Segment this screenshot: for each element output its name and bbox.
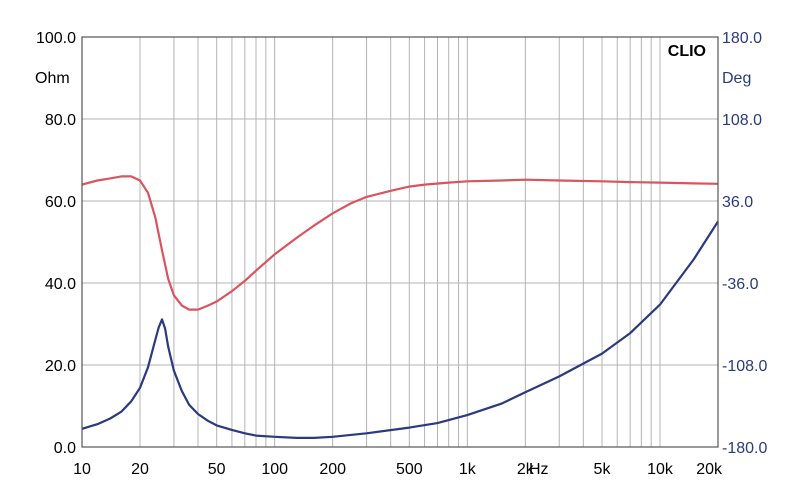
x-axis-unit: Hz bbox=[529, 461, 549, 478]
x-tick-label: 1k bbox=[459, 461, 477, 478]
series-layer bbox=[81, 175, 719, 439]
left-axis-ticks: 0.0 20.0 40.0 60.0 80.0 100.0 bbox=[36, 30, 76, 457]
left-tick-label: 60.0 bbox=[45, 194, 76, 211]
right-axis-unit: Deg bbox=[722, 70, 751, 87]
right-tick-label: 108.0 bbox=[722, 112, 762, 129]
brand-label: CLIO bbox=[668, 43, 706, 60]
x-tick-label: 2k bbox=[517, 461, 535, 478]
left-tick-label: 100.0 bbox=[36, 30, 76, 47]
plot-frame bbox=[81, 36, 719, 448]
x-tick-label: 50 bbox=[208, 461, 226, 478]
right-tick-label: 36.0 bbox=[722, 194, 753, 211]
x-tick-label: 200 bbox=[319, 461, 346, 478]
grid-lines bbox=[82, 37, 718, 447]
right-axis-ticks: -180.0 -108.0 -36.0 36.0 108.0 180.0 bbox=[722, 30, 767, 457]
left-tick-label: 40.0 bbox=[45, 276, 76, 293]
right-tick-label: 180.0 bbox=[722, 30, 762, 47]
right-tick-label: -180.0 bbox=[722, 440, 767, 457]
x-tick-label: 20k bbox=[696, 461, 723, 478]
left-tick-label: 20.0 bbox=[45, 358, 76, 375]
left-tick-label: 0.0 bbox=[54, 440, 76, 457]
left-tick-label: 80.0 bbox=[45, 112, 76, 129]
x-tick-label: 100 bbox=[261, 461, 288, 478]
x-tick-label: 5k bbox=[594, 461, 612, 478]
right-tick-label: -108.0 bbox=[722, 358, 767, 375]
impedance-curve bbox=[81, 175, 719, 311]
left-axis-unit: Ohm bbox=[35, 70, 70, 87]
x-tick-label: 10k bbox=[647, 461, 674, 478]
x-tick-label: 10 bbox=[73, 461, 91, 478]
x-axis-ticks: 10 20 50 100 200 500 1k 2k 5k 10k 20k bbox=[73, 461, 723, 478]
phase-curve bbox=[81, 220, 719, 439]
x-tick-label: 500 bbox=[396, 461, 423, 478]
x-tick-label: 20 bbox=[131, 461, 149, 478]
right-tick-label: -36.0 bbox=[722, 276, 759, 293]
